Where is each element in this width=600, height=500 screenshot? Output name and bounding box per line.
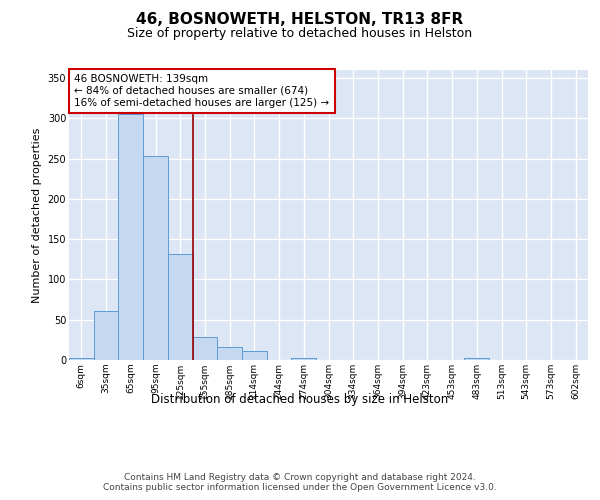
Y-axis label: Number of detached properties: Number of detached properties <box>32 128 42 302</box>
Text: Distribution of detached houses by size in Helston: Distribution of detached houses by size … <box>151 392 449 406</box>
Bar <box>69 358 94 360</box>
Text: Contains HM Land Registry data © Crown copyright and database right 2024.
Contai: Contains HM Land Registry data © Crown c… <box>103 472 497 492</box>
Text: Size of property relative to detached houses in Helston: Size of property relative to detached ho… <box>127 28 473 40</box>
Text: 46 BOSNOWETH: 139sqm
← 84% of detached houses are smaller (674)
16% of semi-deta: 46 BOSNOWETH: 139sqm ← 84% of detached h… <box>74 74 329 108</box>
Bar <box>193 336 217 360</box>
Bar <box>292 358 316 360</box>
Bar <box>464 358 489 360</box>
Bar <box>118 114 143 360</box>
Text: 46, BOSNOWETH, HELSTON, TR13 8FR: 46, BOSNOWETH, HELSTON, TR13 8FR <box>136 12 464 28</box>
Bar <box>94 311 118 360</box>
Bar <box>217 347 242 360</box>
Bar <box>168 254 193 360</box>
Bar <box>143 156 168 360</box>
Bar <box>242 351 267 360</box>
